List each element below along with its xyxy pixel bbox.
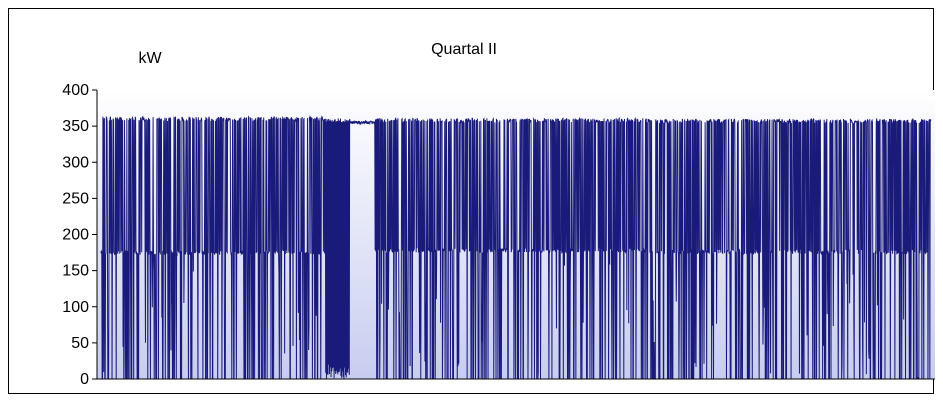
- y-tick-label: 150: [62, 263, 89, 280]
- y-tick-label: 50: [71, 335, 89, 352]
- chart-frame: Quartal II kW 0 50 100 150 200 250 300 350 400: [8, 8, 935, 394]
- y-tick-label: 300: [62, 154, 89, 171]
- y-tick-label: 400: [62, 82, 89, 99]
- y-tick-label: 350: [62, 118, 89, 135]
- y-axis: 0 50 100 150 200 250 300 350 400: [62, 82, 97, 388]
- series-line-group: [100, 115, 932, 380]
- y-tick-label: 100: [62, 299, 89, 316]
- chart-title: Quartal II: [431, 41, 497, 58]
- series-line: [100, 115, 932, 380]
- chart-svg: Quartal II kW 0 50 100 150 200 250 300 350 400: [62, 41, 935, 388]
- y-axis-label: kW: [138, 50, 162, 67]
- y-tick-label: 250: [62, 190, 89, 207]
- y-tick-label: 200: [62, 227, 89, 244]
- y-tick-label: 0: [80, 371, 89, 388]
